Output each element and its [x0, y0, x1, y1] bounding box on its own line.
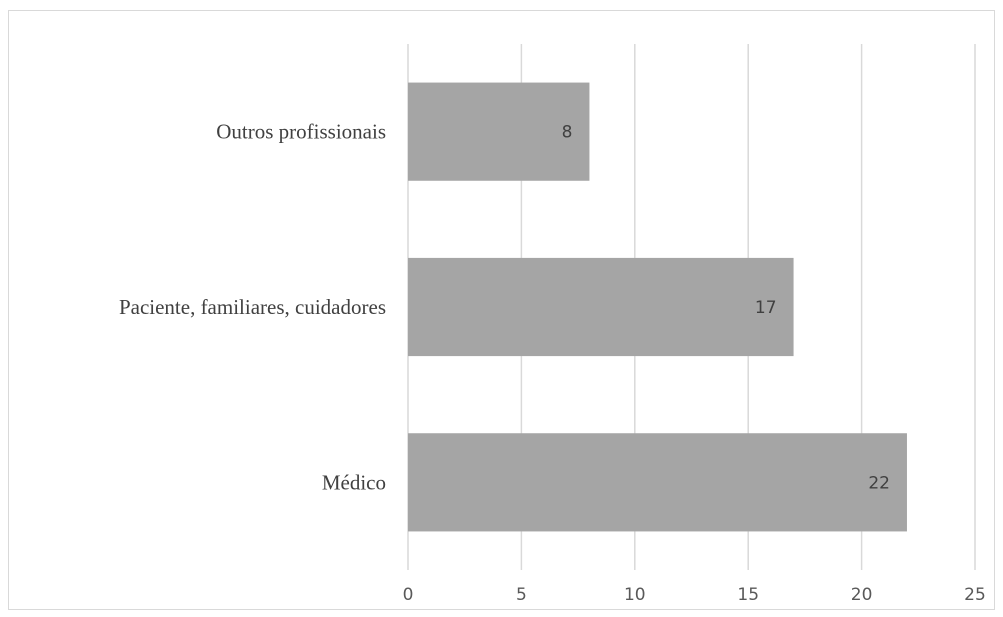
x-tick-label-10: 10 — [624, 585, 646, 605]
data-label-2: 8 — [562, 123, 573, 143]
data-label-0: 22 — [868, 473, 890, 493]
x-tick-label-20: 20 — [851, 585, 873, 605]
category-label-2: Outros profissionais — [216, 120, 386, 144]
x-tick-label-15: 15 — [737, 585, 759, 605]
bars — [408, 82, 907, 532]
labels: 0 5 10 15 20 25 22 Médico 17 Paciente, familiares… — [119, 120, 986, 605]
x-tick-label-25: 25 — [964, 585, 986, 605]
bar-0 — [408, 433, 907, 532]
category-label-1: Paciente, familiares, cuidadores — [119, 295, 386, 319]
data-label-1: 17 — [755, 298, 777, 318]
category-label-0: Médico — [322, 470, 386, 494]
bar-2 — [408, 82, 590, 181]
x-tick-label-5: 5 — [516, 585, 527, 605]
bar-1 — [408, 257, 794, 357]
x-tick-label-0: 0 — [403, 585, 414, 605]
